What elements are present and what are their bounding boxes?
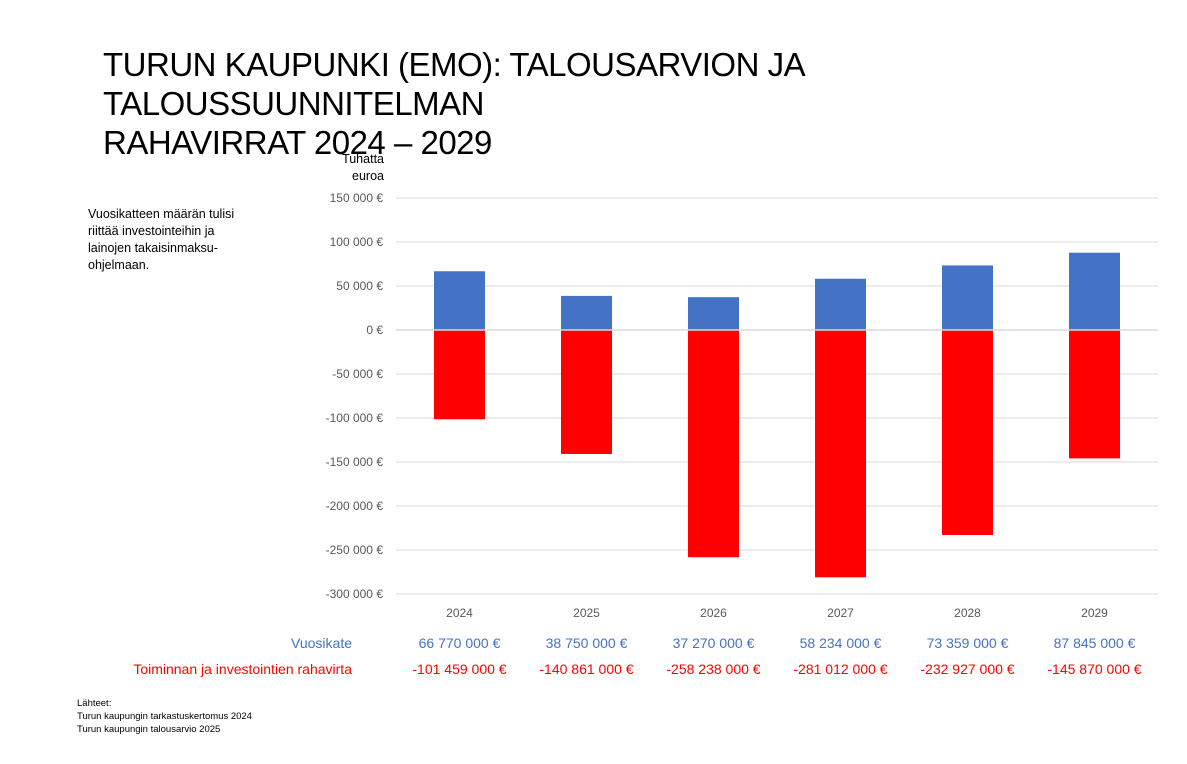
bar-rahavirta [434,330,485,420]
y-tick-label: 50 000 € [336,279,383,293]
x-tick-label: 2026 [700,606,727,620]
x-tick-label: 2025 [573,606,600,620]
bar-rahavirta [815,330,866,578]
sources-heading: Lähteet: [77,698,112,709]
bar-vuosikate [942,265,993,330]
row-value-rahavirta: -145 870 000 € [1047,661,1142,677]
row-value-rahavirta: -140 861 000 € [539,661,634,677]
row-value-vuosikate: 87 845 000 € [1053,635,1136,651]
note-text: Vuosikatteen määrän tulisi riittää inves… [88,207,235,272]
y-tick-label: -200 000 € [326,499,384,513]
page-title: TURUN KAUPUNKI (EMO): TALOUSARVION JA TA… [103,45,1163,162]
x-tick-label: 2028 [954,606,981,620]
source-line-1: Turun kaupungin tarkastuskertomus 2024 [77,711,252,722]
row-value-rahavirta: -101 459 000 € [412,661,507,677]
bar-rahavirta [1069,330,1120,459]
bar-vuosikate [561,295,612,330]
y-tick-label: 100 000 € [330,235,384,249]
y-tick-label: -150 000 € [326,455,384,469]
unit-line-1: Tuhatta [342,152,384,166]
y-tick-label: -50 000 € [332,367,383,381]
row-value-rahavirta: -232 927 000 € [920,661,1015,677]
title-line-1: TURUN KAUPUNKI (EMO): TALOUSARVION JA TA… [103,46,804,122]
row-value-vuosikate: 38 750 000 € [545,635,628,651]
bar-vuosikate [815,278,866,330]
row-label-vuosikate: Vuosikate [291,635,352,651]
x-tick-label: 2027 [827,606,854,620]
row-value-rahavirta: -258 238 000 € [666,661,761,677]
row-label-rahavirta: Toiminnan ja investointien rahavirta [133,661,352,677]
y-tick-label: 150 000 € [330,191,384,205]
source-line-2: Turun kaupungin talousarvio 2025 [77,724,221,735]
y-tick-label: -100 000 € [326,411,384,425]
row-value-vuosikate: 66 770 000 € [418,635,501,651]
bar-vuosikate [688,297,739,330]
x-tick-label: 2029 [1081,606,1108,620]
bar-vuosikate [1069,252,1120,330]
y-axis-unit-label: Tuhatta euroa [318,151,384,185]
row-value-vuosikate: 73 359 000 € [926,635,1009,651]
row-value-vuosikate: 37 270 000 € [672,635,755,651]
sources: Lähteet: Turun kaupungin tarkastuskertom… [77,697,252,736]
x-tick-label: 2024 [446,606,473,620]
bar-rahavirta [688,330,739,558]
bar-rahavirta [942,330,993,535]
y-tick-label: -250 000 € [326,543,384,557]
row-value-rahavirta: -281 012 000 € [793,661,888,677]
y-tick-label: 0 € [366,323,383,337]
bar-rahavirta [561,330,612,454]
title-line-2: RAHAVIRRAT 2024 – 2029 [103,124,492,161]
y-tick-label: -300 000 € [326,587,384,601]
bar-vuosikate [434,271,485,330]
unit-line-2: euroa [352,169,384,183]
row-value-vuosikate: 58 234 000 € [799,635,882,651]
